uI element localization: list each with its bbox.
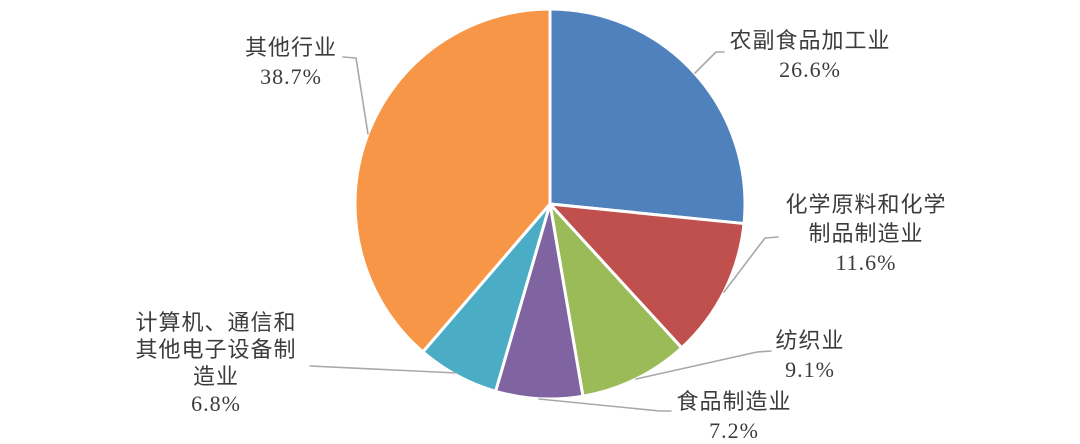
slice-label-text: 化学原料和化学 xyxy=(785,192,947,217)
slice-label-pct: 26.6% xyxy=(779,57,841,82)
leader-line-qita xyxy=(342,56,369,135)
pie-slice-6 xyxy=(353,7,552,354)
slice-label-qita: 其他行业 38.7% xyxy=(216,33,366,91)
slice-label-pct: 9.1% xyxy=(785,357,835,382)
slice-label-shipin: 食品制造业 7.2% xyxy=(634,387,834,444)
slice-label-text: 造业 xyxy=(192,364,239,389)
slice-label-nongfu: 农副食品加工业 26.6% xyxy=(710,26,910,84)
slice-label-huaxue: 化学原料和化学 制品制造业 11.6% xyxy=(766,190,966,277)
slice-label-pct: 11.6% xyxy=(835,250,897,275)
slice-label-text: 食品制造业 xyxy=(676,389,792,414)
leader-line-nongfu xyxy=(694,51,725,74)
slice-label-text: 其他行业 xyxy=(244,35,337,60)
slice-label-fangzhi: 纺织业 9.1% xyxy=(735,326,885,384)
pie-slices-group xyxy=(353,7,747,401)
slice-label-text: 纺织业 xyxy=(775,328,845,353)
slice-label-pct: 7.2% xyxy=(709,418,759,443)
slice-label-pct: 6.8% xyxy=(191,391,241,416)
slice-label-jisuanji: 计算机、通信和 其他电子设备制 造业 6.8% xyxy=(106,309,326,417)
leader-line-shipin xyxy=(538,398,672,412)
leader-line-jisuanji xyxy=(309,365,458,374)
leader-line-fangzhi xyxy=(635,350,772,380)
slice-label-text: 其他电子设备制 xyxy=(135,337,297,362)
slice-label-text: 制品制造业 xyxy=(808,221,924,246)
slice-label-pct: 38.7% xyxy=(260,64,322,89)
slice-label-text: 计算机、通信和 xyxy=(135,310,297,335)
slice-label-text: 农副食品加工业 xyxy=(729,28,891,53)
leader-line-huaxue xyxy=(723,236,779,293)
leader-lines-group xyxy=(309,51,779,412)
